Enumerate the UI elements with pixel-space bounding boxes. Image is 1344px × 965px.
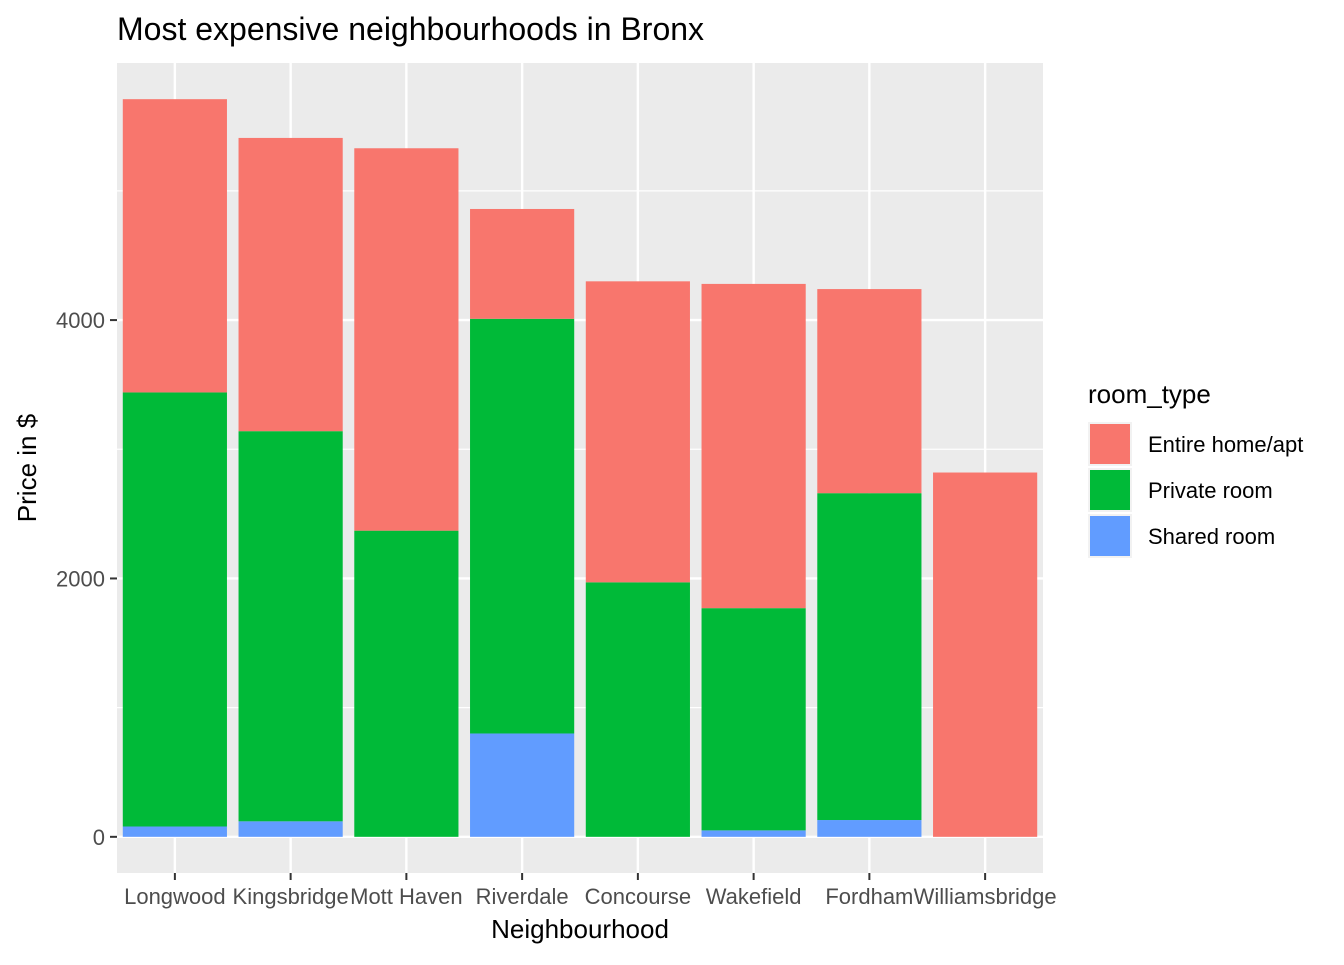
x-axis: Longwood Kingsbridge Mott Haven Riverdale Co… — [124, 873, 1057, 909]
bar-segment — [122, 826, 227, 837]
bar-segment — [585, 582, 690, 837]
bar-segment — [354, 148, 459, 531]
bar-segment — [470, 733, 575, 837]
bar-segment — [701, 283, 806, 609]
bar-segment — [470, 208, 575, 319]
bar-segment — [238, 821, 343, 837]
x-tick-label: Concourse — [585, 884, 691, 909]
bar-segment — [585, 281, 690, 583]
legend-swatch — [1090, 470, 1130, 510]
bar-segment — [817, 820, 922, 837]
bar-segment — [817, 289, 922, 494]
chart-title: Most expensive neighbourhoods in Bronx — [117, 11, 704, 47]
legend-label: Shared room — [1148, 524, 1275, 549]
bar-segment — [701, 830, 806, 837]
x-tick-label: Riverdale — [476, 884, 569, 909]
bar-segment — [470, 318, 575, 734]
bar-segment — [238, 137, 343, 432]
bar-segment — [817, 493, 922, 821]
legend-swatch — [1090, 516, 1130, 556]
y-axis-title: Price in $ — [12, 413, 42, 522]
x-tick-label: Wakefield — [706, 884, 802, 909]
x-axis-title: Neighbourhood — [491, 914, 669, 944]
legend: room_type Entire home/apt Private room Sha… — [1088, 379, 1303, 558]
bar-segment — [122, 392, 227, 827]
bar-segment — [701, 608, 806, 831]
legend-swatch — [1090, 424, 1130, 464]
bar-segment — [354, 530, 459, 837]
x-tick-label: Mott Haven — [350, 884, 463, 909]
legend-label: Entire home/apt — [1148, 432, 1303, 457]
x-tick-label: Longwood — [124, 884, 226, 909]
y-tick-label: 0 — [93, 825, 105, 850]
y-tick-label: 4000 — [56, 308, 105, 333]
y-axis: 0 2000 4000 — [56, 308, 117, 850]
bar-segment — [122, 99, 227, 393]
x-tick-label: Williamsbridge — [914, 884, 1057, 909]
bars — [122, 99, 1038, 837]
bar-segment — [238, 431, 343, 822]
y-tick-label: 2000 — [56, 566, 105, 591]
bar-segment — [933, 472, 1038, 837]
x-tick-label: Fordham — [825, 884, 913, 909]
legend-title: room_type — [1088, 379, 1211, 409]
legend-label: Private room — [1148, 478, 1273, 503]
x-tick-label: Kingsbridge — [233, 884, 349, 909]
